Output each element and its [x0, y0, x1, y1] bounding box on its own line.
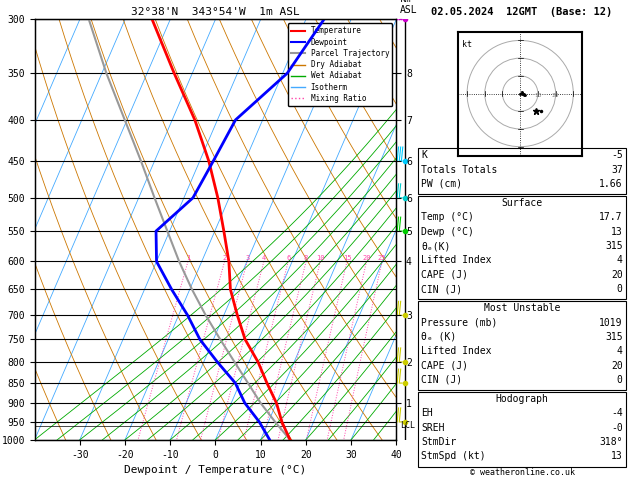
Text: Hodograph: Hodograph [496, 394, 548, 404]
Legend: Temperature, Dewpoint, Parcel Trajectory, Dry Adiabat, Wet Adiabat, Isotherm, Mi: Temperature, Dewpoint, Parcel Trajectory… [288, 23, 392, 106]
Text: Dewp (°C): Dewp (°C) [421, 227, 474, 237]
Text: 4: 4 [617, 346, 623, 356]
Text: 20: 20 [362, 256, 370, 261]
Text: 2: 2 [223, 256, 226, 261]
Text: θₑ (K): θₑ (K) [421, 332, 457, 342]
Text: 4: 4 [617, 256, 623, 265]
Text: PW (cm): PW (cm) [421, 179, 462, 189]
Text: 315: 315 [605, 241, 623, 251]
Text: -4: -4 [611, 408, 623, 418]
Text: 15: 15 [343, 256, 351, 261]
Text: 315: 315 [605, 332, 623, 342]
Text: Pressure (mb): Pressure (mb) [421, 317, 498, 328]
Text: Temp (°C): Temp (°C) [421, 212, 474, 223]
Text: 20: 20 [552, 93, 559, 98]
Text: Lifted Index: Lifted Index [421, 256, 492, 265]
Text: 02.05.2024  12GMT  (Base: 12): 02.05.2024 12GMT (Base: 12) [431, 7, 612, 17]
Text: 1019: 1019 [599, 317, 623, 328]
Text: © weatheronline.co.uk: © weatheronline.co.uk [470, 468, 574, 477]
Text: StmSpd (kt): StmSpd (kt) [421, 451, 486, 461]
Text: 20: 20 [611, 270, 623, 280]
Text: 37: 37 [611, 165, 623, 174]
Title: 32°38'N  343°54'W  1m ASL: 32°38'N 343°54'W 1m ASL [131, 7, 300, 17]
Text: K: K [421, 150, 427, 160]
X-axis label: Dewpoint / Temperature (°C): Dewpoint / Temperature (°C) [125, 465, 306, 475]
Text: Most Unstable: Most Unstable [484, 303, 560, 313]
Text: 318°: 318° [599, 437, 623, 447]
Text: Lifted Index: Lifted Index [421, 346, 492, 356]
Text: StmDir: StmDir [421, 437, 457, 447]
Text: EH: EH [421, 408, 433, 418]
Text: 25: 25 [378, 256, 386, 261]
Text: CIN (J): CIN (J) [421, 284, 462, 294]
Text: 13: 13 [611, 227, 623, 237]
Text: LCL: LCL [400, 421, 415, 430]
Text: 10: 10 [534, 93, 542, 98]
Text: Surface: Surface [501, 198, 543, 208]
Text: CIN (J): CIN (J) [421, 375, 462, 385]
Text: Totals Totals: Totals Totals [421, 165, 498, 174]
Text: -0: -0 [611, 423, 623, 433]
Text: 8: 8 [304, 256, 308, 261]
Text: 13: 13 [611, 451, 623, 461]
Text: 20: 20 [611, 361, 623, 371]
Text: 6: 6 [286, 256, 291, 261]
Text: kt: kt [462, 40, 472, 50]
Text: CAPE (J): CAPE (J) [421, 270, 469, 280]
Text: CAPE (J): CAPE (J) [421, 361, 469, 371]
Text: 1: 1 [186, 256, 190, 261]
Text: 17.7: 17.7 [599, 212, 623, 223]
Text: -5: -5 [611, 150, 623, 160]
Text: 10: 10 [316, 256, 325, 261]
Text: km
ASL: km ASL [400, 0, 418, 15]
Text: 0: 0 [617, 284, 623, 294]
Text: 4: 4 [262, 256, 266, 261]
Text: 0: 0 [617, 375, 623, 385]
Text: 3: 3 [245, 256, 249, 261]
Text: θₑ(K): θₑ(K) [421, 241, 451, 251]
Text: 1.66: 1.66 [599, 179, 623, 189]
Text: SREH: SREH [421, 423, 445, 433]
